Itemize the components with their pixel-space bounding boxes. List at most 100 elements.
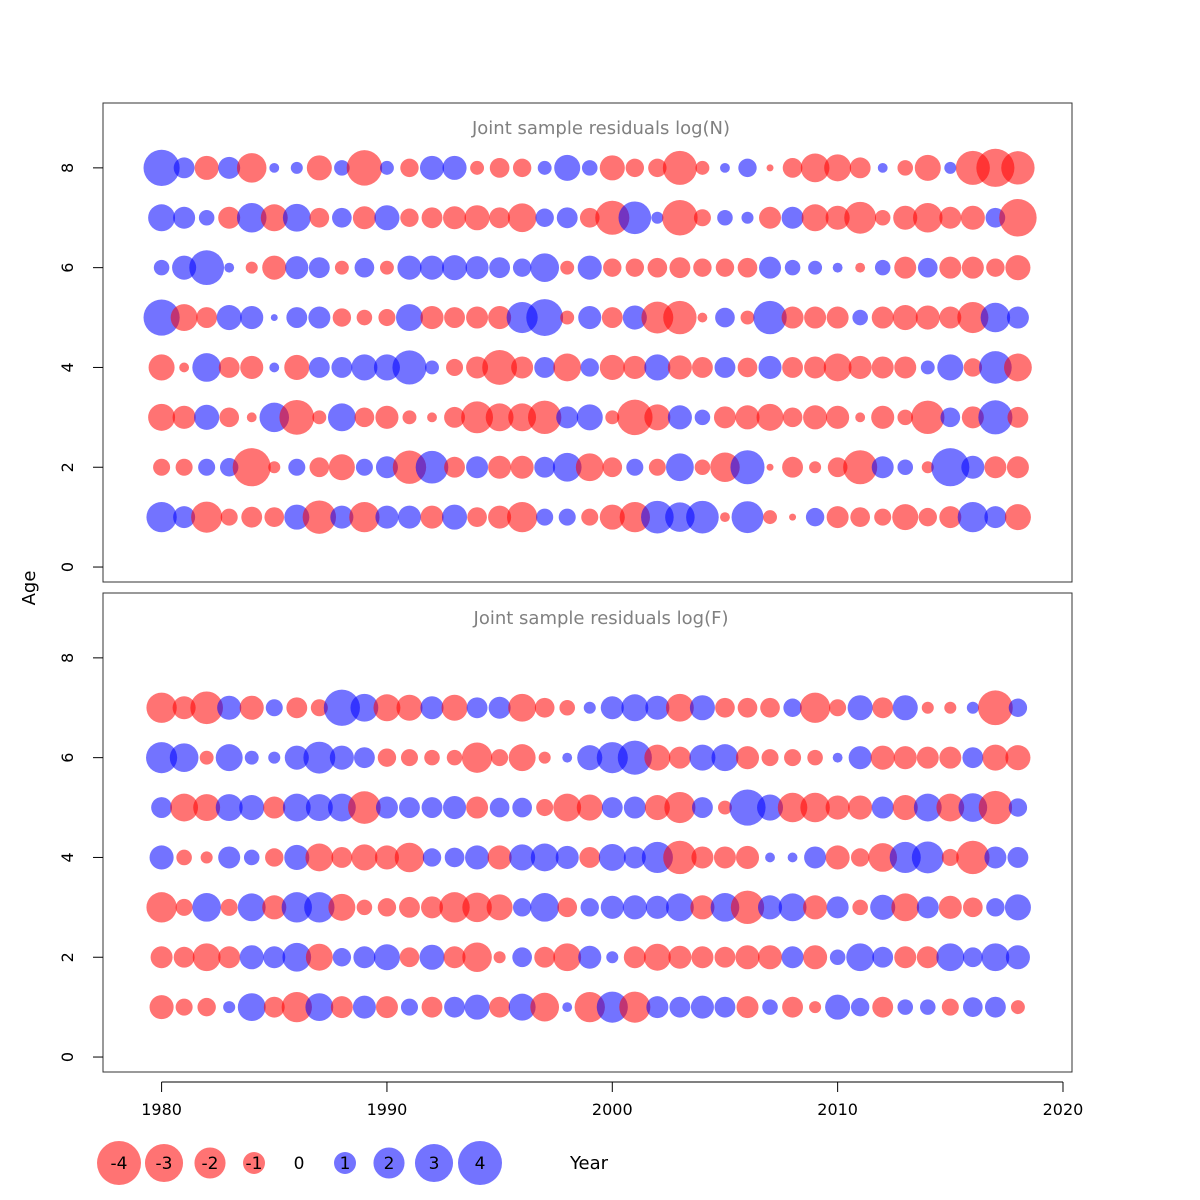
bubble: 1982, age 2: 0.6 xyxy=(198,458,216,476)
bubble: 2014, age 7: -0.3 xyxy=(921,701,934,714)
bubble: 2003, age 2: -1.1 xyxy=(668,945,692,969)
bubble: 1996, age 8: -0.7 xyxy=(512,158,532,178)
bubble: 1993, age 1: 1.3 xyxy=(442,504,468,530)
bubble: 1981, age 7: 1 xyxy=(173,206,196,229)
bubble: 1980, age 7: -1.9 xyxy=(146,692,177,723)
bubble: 1999, age 3: 1.4 xyxy=(576,404,603,431)
y-tick: 6 xyxy=(58,263,103,273)
bubble: 1995, age 4: -1.2 xyxy=(487,845,512,870)
bubble: 2013, age 1: 0.5 xyxy=(897,999,914,1015)
bubble: 1986, age 4: -1.3 xyxy=(284,354,310,380)
bubble: 2018, age 6: -1.3 xyxy=(1005,255,1031,281)
bubble: 2002, age 6: -1.4 xyxy=(644,744,671,771)
bubble: 1998, age 4: 1.1 xyxy=(555,845,579,869)
bubble: 1999, age 6: 1.3 xyxy=(577,745,603,771)
x-tick: 1990 xyxy=(367,1082,407,1119)
bubble: 1998, age 1: 0.6 xyxy=(558,508,576,526)
bubble: 1980, age 5: 2.7 xyxy=(143,299,180,336)
bubble: 1993, age 2: -0.9 xyxy=(444,456,465,478)
bubble: 1983, age 6: 0.2 xyxy=(224,262,235,273)
bubble: 1990, age 2: 1 xyxy=(375,456,398,479)
legend-bubble xyxy=(373,1147,405,1179)
bubble: 2012, age 7: -0.5 xyxy=(874,209,891,226)
bubble: 2001, age 6: 2.4 xyxy=(617,740,652,775)
bubble: 2012, age 1: -0.9 xyxy=(872,996,894,1018)
bubble: 1983, age 8: 1 xyxy=(218,156,241,179)
bubble: 1980, age 6: 0.5 xyxy=(153,259,170,276)
bubble: 1990, age 1: -1 xyxy=(375,996,398,1019)
bubble: 2009, age 5: -1 xyxy=(804,306,827,329)
bubble: 1998, age 2: 1.7 xyxy=(552,452,582,482)
bubble: 2017, age 3: 2.4 xyxy=(978,400,1013,435)
bubble: 1984, age 2: 1.2 xyxy=(239,945,264,970)
bubble: 2013, age 8: -0.5 xyxy=(897,160,914,176)
bubble: 1991, age 6: -0.6 xyxy=(400,749,418,767)
bubble: 2003, age 5: -2.3 xyxy=(663,300,697,335)
bubble: 2015, age 4: 1.4 xyxy=(937,354,964,381)
bubble: 2016, age 5: 1.7 xyxy=(958,793,988,822)
bubble: 1988, age 1: -1 xyxy=(330,996,353,1019)
bubble: 1991, age 5: 0.9 xyxy=(399,797,420,818)
bubble: 1992, age 2: 1.3 xyxy=(419,944,445,970)
bubble: 1989, age 1: -1.9 xyxy=(349,501,380,533)
y-tick-label: 0 xyxy=(58,1052,77,1062)
y-axis: 0 2 4 6 8 xyxy=(58,163,103,572)
bubble: 2015, age 2: 3 xyxy=(931,448,970,487)
bubble: 1987, age 4: -1.6 xyxy=(305,843,334,872)
bubble: 2016, age 7: 0.3 xyxy=(966,701,979,714)
legend-label: -3 xyxy=(156,1154,173,1174)
bubble: 1991, age 6: 1.2 xyxy=(397,255,422,280)
bubble: 1990, age 7: -1.5 xyxy=(373,694,401,722)
bubble: 2012, age 5: -1 xyxy=(871,306,894,329)
bubble: 2006, age 8: 0.7 xyxy=(738,158,757,178)
bubble: 2018, age 5: 1 xyxy=(1006,306,1029,329)
bubble: 2014, age 4: 0.4 xyxy=(920,360,935,375)
bubble: 2017, age 4: 1 xyxy=(984,846,1007,869)
bubble: 1993, age 6: -0.5 xyxy=(446,749,463,766)
bubble: 2009, age 7: -1.5 xyxy=(801,204,829,232)
bubble: 2000, age 2: -0.8 xyxy=(602,457,623,478)
bubble: 1993, age 3: -0.9 xyxy=(444,406,465,428)
bubble: 1994, age 6: 1.1 xyxy=(465,256,489,280)
bubble: 1980, age 3: -1.9 xyxy=(146,892,177,923)
bubble: 2004, age 6: 1.4 xyxy=(689,744,716,771)
bubble: 1994, age 4: 1.2 xyxy=(465,845,490,870)
bubble: 2003, age 1: 0.9 xyxy=(669,996,691,1018)
bubble: 2011, age 7: 1.3 xyxy=(847,695,873,721)
bubble: 2004, age 4: -0.9 xyxy=(691,357,713,378)
bubble: 1995, age 7: -0.9 xyxy=(489,207,511,229)
bubble: 1992, age 2: 2.2 xyxy=(415,450,449,484)
bubble: 2005, age 2: -0.9 xyxy=(714,946,736,968)
bubble: 1994, age 8: -0.4 xyxy=(470,160,485,175)
bubble: 2014, age 3: -2.3 xyxy=(911,400,945,435)
bubble: 1998, age 6: 0.2 xyxy=(562,752,573,763)
bubble: 1984, age 1: -0.9 xyxy=(241,506,263,528)
legend-label: 3 xyxy=(429,1154,440,1174)
bubble: 1981, age 4: -0.2 xyxy=(179,362,190,373)
bubble: 1980, age 2: -0.6 xyxy=(153,458,171,476)
bubble: 1986, age 1: -1.9 xyxy=(281,991,312,1023)
bubble: 1999, age 3: 0.7 xyxy=(580,898,599,917)
bubble: 1986, age 2: 0.6 xyxy=(288,458,306,476)
bubble: 2012, age 8: 0.2 xyxy=(877,162,888,173)
y-tick-label: 6 xyxy=(58,263,77,273)
bubble: 2009, age 6: -0.5 xyxy=(807,749,823,766)
bubble: 2006, age 5: 2.7 xyxy=(729,789,766,826)
bubble: 2010, age 6: 0.2 xyxy=(832,262,843,273)
bubble: 2002, age 2: -1.5 xyxy=(643,943,671,971)
bubble: 1996, age 2: 0.8 xyxy=(512,947,532,968)
bubble: 2001, age 6: -0.7 xyxy=(625,258,645,277)
bubble: 1998, age 8: 1.4 xyxy=(554,154,581,181)
bubble: 2013, age 7: 1.3 xyxy=(892,695,918,721)
bubble: 2003, age 7: -1.6 xyxy=(665,693,694,722)
bubble: 2000, age 3: -0.4 xyxy=(605,410,620,425)
bubble: 2010, age 5: -1 xyxy=(826,306,849,329)
bubble: 1987, age 6: 2.1 xyxy=(303,741,336,774)
bubble: 1999, age 6: 1.2 xyxy=(577,255,602,280)
bubble: 2018, age 1: -0.4 xyxy=(1010,1000,1025,1015)
bubble: 2016, age 4: -0.7 xyxy=(963,358,983,377)
bubble: 1987, age 2: -1.5 xyxy=(305,943,333,971)
bubble: 2016, age 1: 0.8 xyxy=(963,997,983,1017)
bubble: 1985, age 7: 0.6 xyxy=(265,699,283,717)
bubble: 1989, age 5: -0.5 xyxy=(356,309,373,326)
